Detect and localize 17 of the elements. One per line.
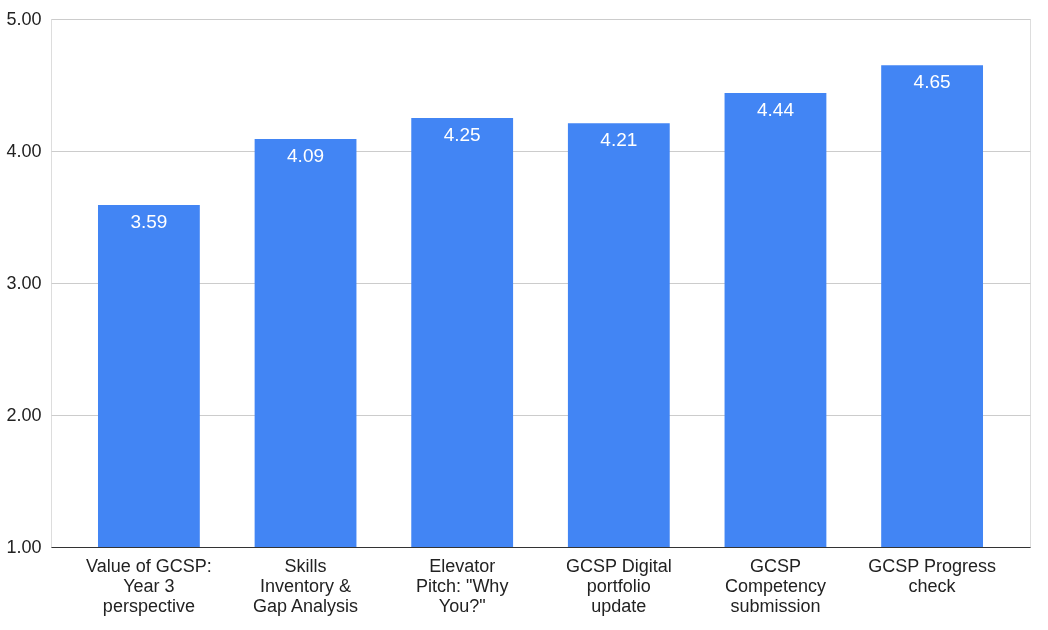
x-tick-label: GCSP Progress check [868,555,996,596]
x-tick-label: Skills Inventory & Gap Analysis [253,555,359,616]
y-tick-label: 1.00 [6,536,42,557]
y-tick-label: 2.00 [6,404,42,425]
y-tick-label: 4.00 [6,140,42,161]
y-tick-label: 5.00 [6,8,42,29]
data-label: 4.25 [443,124,481,145]
data-label: 4.65 [913,71,951,93]
data-label: 4.09 [287,145,325,167]
x-tick-label: GCSP Digital portfolio update [565,555,672,616]
data-label: 4.21 [600,129,638,151]
x-tick-label: GCSP Competency submission [724,555,826,616]
x-tick-label: Value of GCSP: Year 3 perspective [86,555,212,616]
x-tick-label: Elevator Pitch: "Why You?" [415,555,509,616]
data-label: 3.59 [130,211,168,233]
y-tick-label: 3.00 [6,272,42,293]
data-label: 4.44 [756,98,795,120]
